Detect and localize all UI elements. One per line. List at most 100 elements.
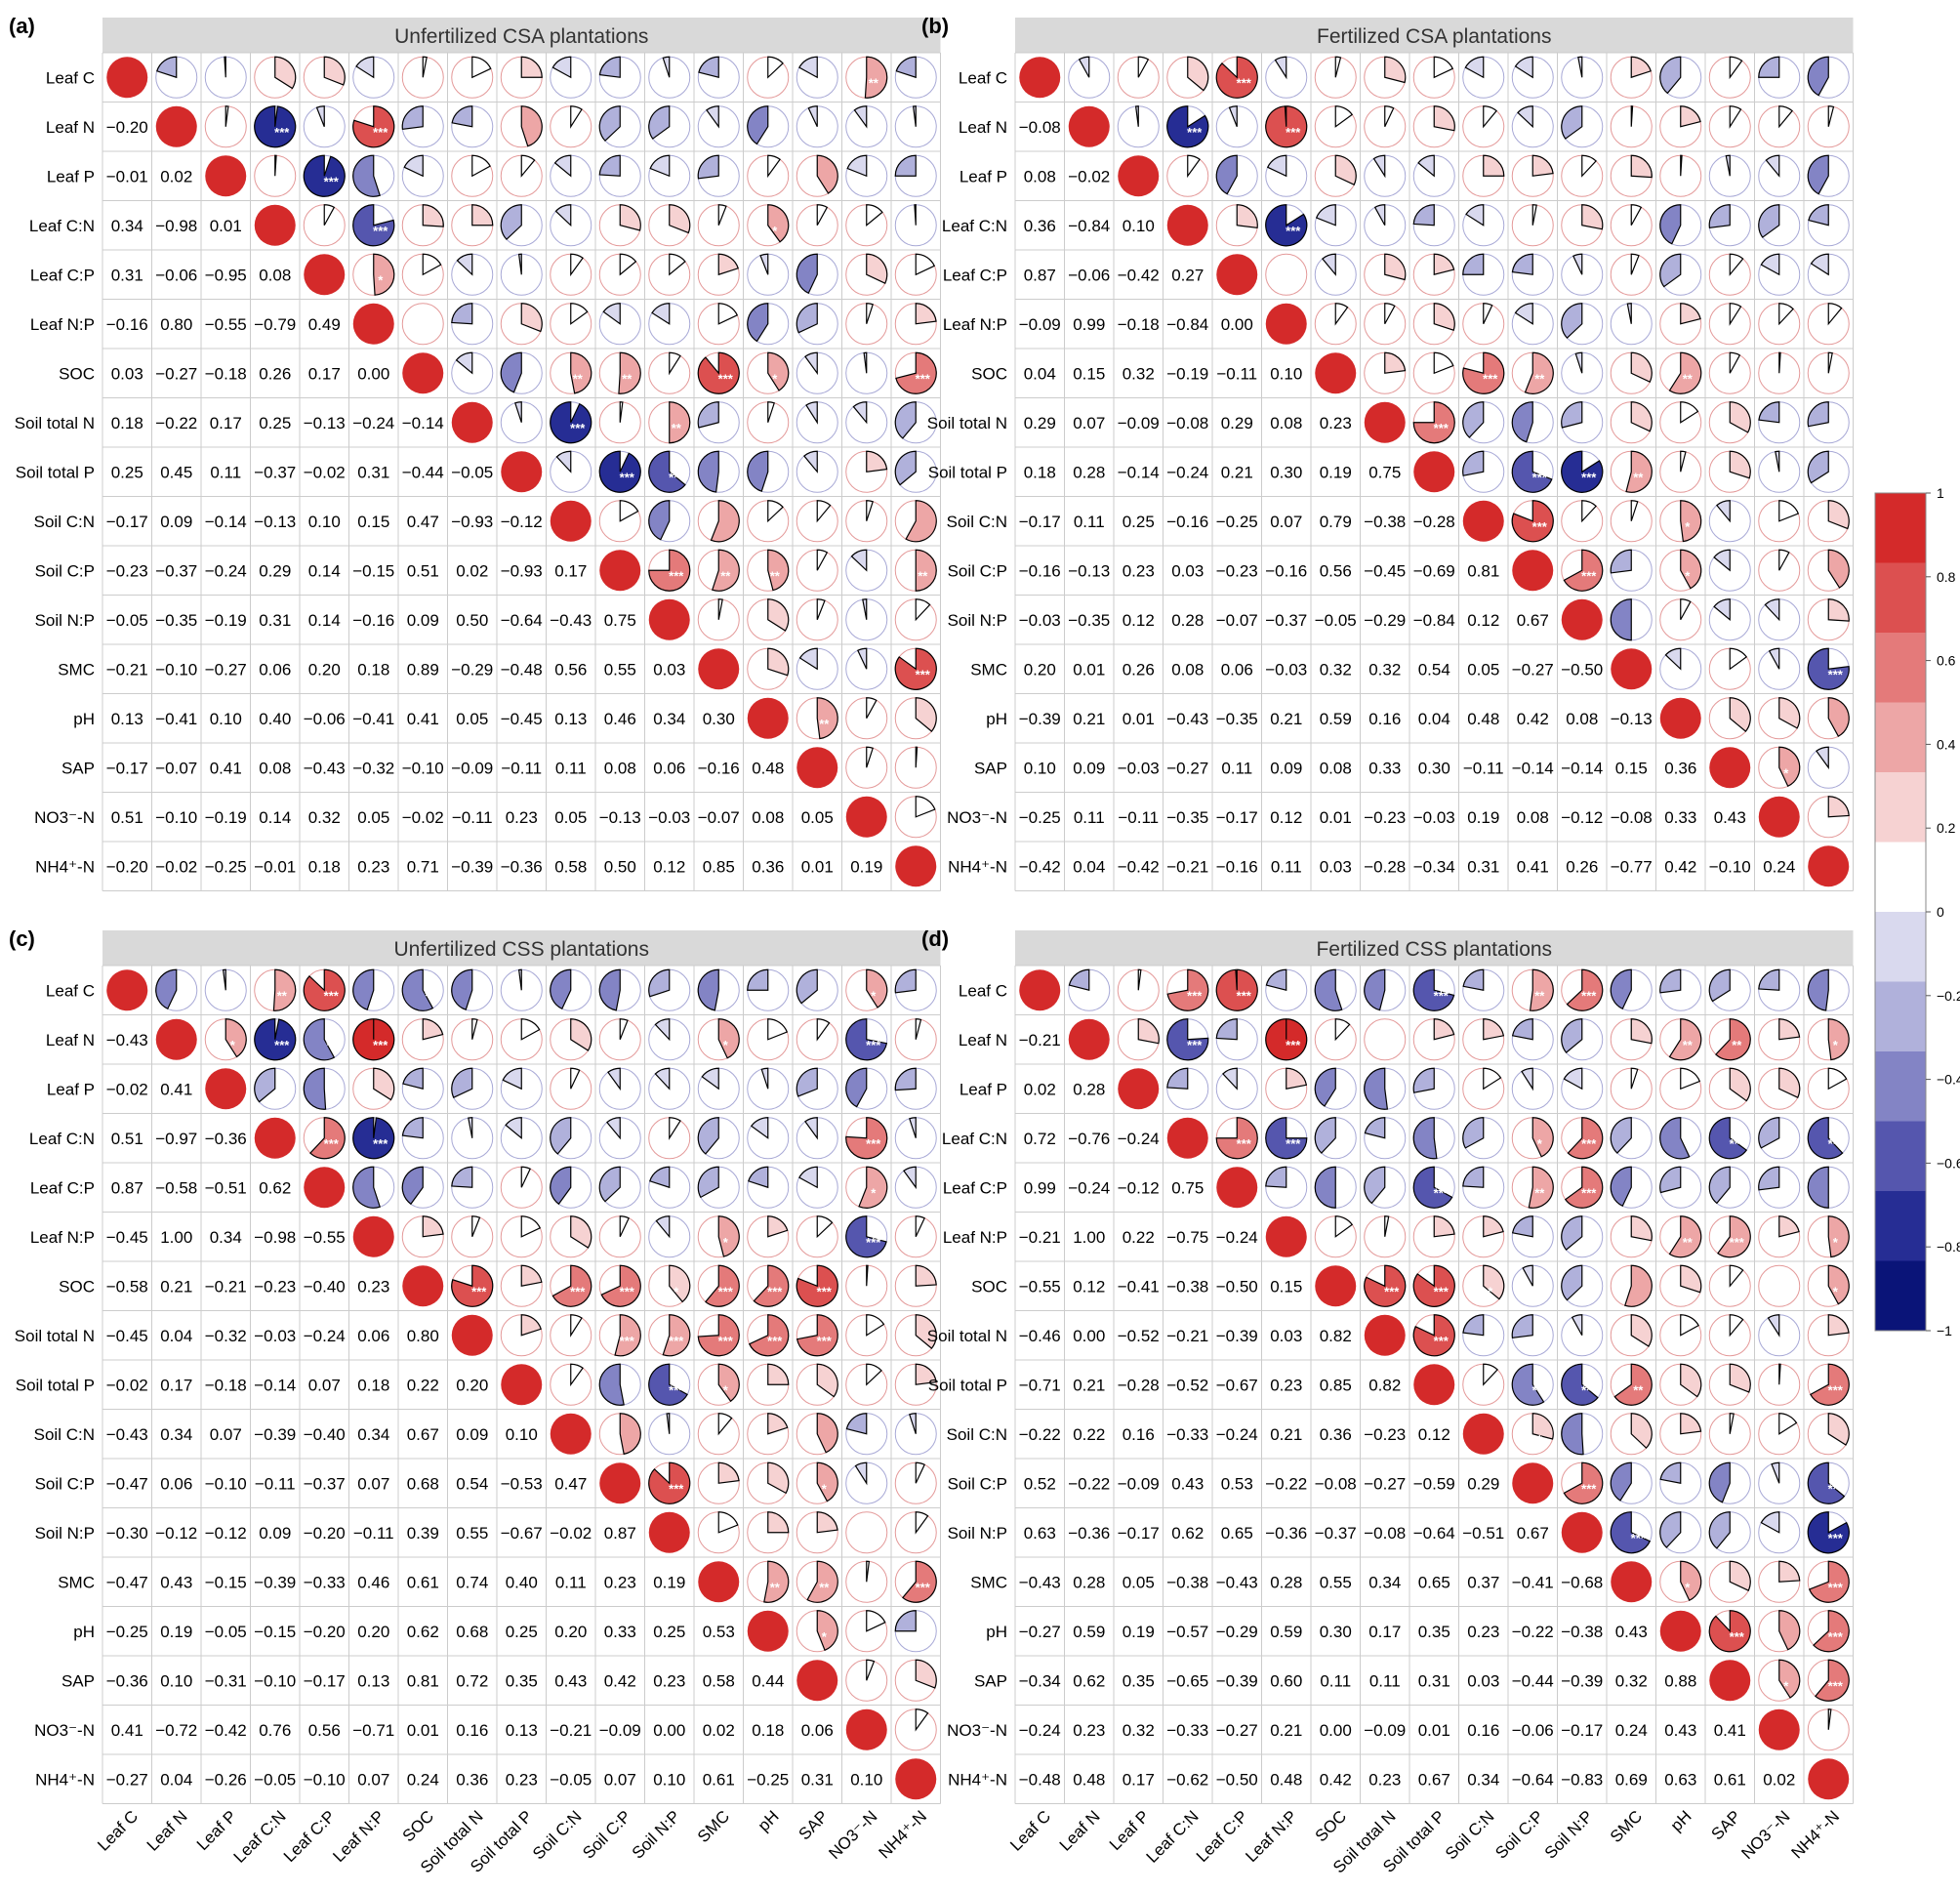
significance-mark: * — [1685, 519, 1691, 534]
pie-wedge — [1384, 351, 1407, 374]
correlation-value: 0.28 — [1270, 1573, 1302, 1591]
pie-wedge — [1517, 105, 1533, 129]
correlation-value: 0.22 — [1123, 1228, 1155, 1247]
significance-mark: ** — [869, 75, 879, 90]
pie-wedge — [798, 647, 818, 671]
row-label: Leaf C:N — [942, 1130, 1007, 1148]
correlation-value: −0.17 — [1216, 808, 1258, 827]
pie-wedge — [1659, 204, 1682, 245]
correlation-value: 0.14 — [308, 561, 341, 580]
column-label: SMC — [1607, 1807, 1646, 1846]
pie-wedge — [520, 1215, 542, 1238]
correlation-value: 0.55 — [456, 1524, 488, 1543]
pie-wedge — [1708, 1166, 1731, 1205]
colorbar-segment — [1875, 493, 1926, 563]
significance-mark: *** — [1237, 75, 1252, 90]
pie-wedge — [619, 1018, 629, 1040]
significance-mark: ** — [819, 1580, 830, 1594]
row-label: SMC — [58, 1573, 95, 1591]
correlation-value: −0.10 — [155, 660, 197, 679]
pie-wedge — [550, 1117, 572, 1155]
correlation-value: −0.40 — [304, 1277, 346, 1296]
pie-wedge — [1827, 1067, 1848, 1091]
significance-mark: ** — [622, 519, 633, 534]
diagonal-circle — [1462, 1413, 1504, 1455]
correlation-value: −0.33 — [304, 1573, 346, 1591]
pie-wedge — [225, 1018, 247, 1058]
colorbar-tick-label: 0.2 — [1937, 820, 1956, 836]
pie-wedge — [1314, 1117, 1336, 1154]
pie-wedge — [1630, 1215, 1653, 1242]
row-label: Leaf C — [959, 68, 1007, 87]
row-label: Leaf N:P — [30, 315, 95, 334]
correlation-value: 0.42 — [1517, 710, 1549, 728]
correlation-value: 0.56 — [554, 660, 587, 679]
row-label: Soil C:N — [947, 1425, 1007, 1444]
significance-mark: *** — [1286, 125, 1301, 140]
row-label: Leaf C — [959, 981, 1007, 1000]
pie-wedge — [1384, 253, 1407, 281]
pie-wedge — [1483, 1018, 1505, 1041]
correlation-value: 0.19 — [160, 1623, 192, 1641]
pie-wedge — [1511, 1018, 1533, 1041]
pie-wedge — [915, 1659, 937, 1689]
pie-wedge — [570, 105, 583, 129]
pie-wedge — [803, 450, 818, 473]
correlation-value: 0.44 — [752, 1671, 784, 1690]
pie-wedge — [619, 253, 637, 276]
diagonal-circle — [1364, 1314, 1406, 1356]
pie-wedge — [315, 105, 325, 127]
correlation-value: −0.17 — [1118, 1524, 1160, 1543]
pie-wedge — [1412, 1117, 1438, 1160]
correlation-value: 0.05 — [554, 808, 587, 827]
significance-mark: ** — [770, 1580, 781, 1594]
pie-wedge — [915, 303, 937, 325]
pie-wedge — [796, 303, 818, 334]
correlation-value: −0.55 — [205, 315, 247, 334]
correlation-value: −0.27 — [106, 1770, 148, 1789]
correlation-value: 0.34 — [653, 710, 685, 728]
correlation-value: 0.06 — [653, 759, 685, 777]
correlation-value: 0.24 — [1763, 857, 1795, 876]
column-label: NH4⁺-N — [876, 1807, 931, 1863]
row-label: NH4⁺-N — [948, 1770, 1007, 1789]
correlation-value: 0.63 — [1024, 1524, 1056, 1543]
pie-wedge — [717, 204, 727, 226]
pie-wedge — [1433, 303, 1455, 331]
pie-wedge — [1668, 1215, 1702, 1258]
pie-wedge — [1215, 56, 1258, 99]
correlation-value: −0.22 — [155, 414, 197, 432]
pie-wedge — [1561, 401, 1583, 429]
pie-wedge — [866, 1363, 882, 1386]
pie-wedge — [1708, 1610, 1751, 1653]
correlation-value: −0.12 — [155, 1524, 197, 1543]
pie-wedge — [866, 746, 874, 768]
pie-wedge — [767, 56, 784, 79]
pie-wedge — [717, 303, 739, 325]
pie-wedge — [550, 401, 592, 444]
significance-mark: * — [428, 1185, 433, 1200]
pie-wedge — [654, 1067, 671, 1091]
column-label: Soil N:P — [629, 1807, 684, 1863]
significance-mark: *** — [373, 125, 388, 140]
correlation-value: 0.32 — [1615, 1671, 1648, 1690]
row-label: SOC — [59, 1277, 95, 1296]
correlation-value: 0.11 — [1271, 857, 1302, 876]
pie-wedge — [1384, 105, 1395, 128]
correlation-value: −0.21 — [1019, 1228, 1061, 1247]
row-label: NO3⁻-N — [947, 1721, 1007, 1740]
pie-wedge — [915, 697, 937, 732]
pie-wedge — [570, 1363, 584, 1387]
pie-wedge — [1412, 204, 1435, 226]
correlation-value: 0.11 — [1221, 759, 1252, 777]
correlation-value: 0.31 — [801, 1770, 834, 1789]
pie-wedge — [1572, 253, 1583, 275]
significance-mark: ** — [1683, 1038, 1694, 1052]
correlation-value: 0.06 — [1221, 660, 1253, 679]
pie-wedge — [619, 204, 641, 231]
column-label: Soil C:P — [1491, 1807, 1547, 1863]
colorbar-segment — [1875, 912, 1926, 982]
correlation-value: 0.26 — [1123, 660, 1155, 679]
correlation-value: −0.24 — [1166, 463, 1208, 481]
